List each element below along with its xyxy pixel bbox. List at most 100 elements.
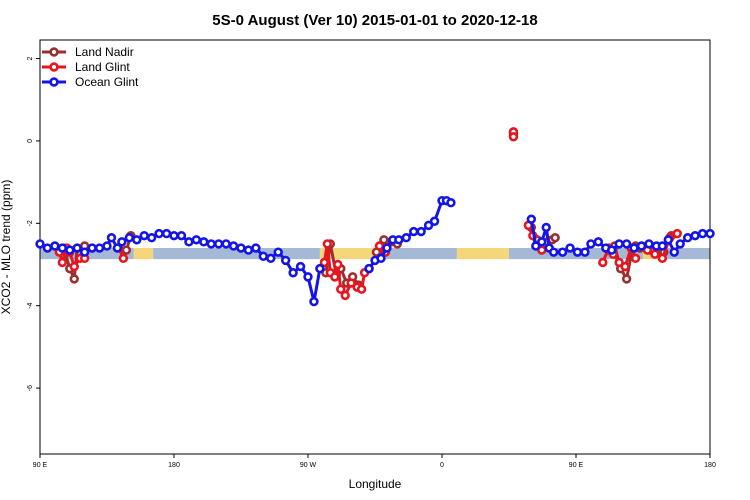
data-point (117, 237, 127, 247)
band-segment-land-5 (456, 248, 509, 260)
y-tick-label: -2 (27, 220, 34, 226)
data-point (79, 247, 90, 257)
data-point (199, 237, 209, 247)
data-point (374, 241, 385, 251)
data-point (176, 230, 187, 241)
data-point (295, 261, 306, 272)
band-segment-ocean-2 (153, 248, 320, 260)
data-point (42, 243, 53, 253)
legend-item: Land Nadir (42, 45, 134, 59)
data-point (273, 247, 283, 257)
data-point (446, 198, 456, 208)
y-axis-label: XCO2 - MLO trend (ppm) (0, 180, 13, 315)
legend-marker (49, 77, 59, 87)
data-point (682, 233, 693, 243)
data-point (541, 222, 551, 233)
series-ocean-glint (35, 195, 715, 307)
data-point (69, 274, 79, 284)
data-point (213, 239, 224, 249)
data-point (401, 233, 411, 243)
data-point (614, 239, 624, 249)
data-point (336, 284, 346, 294)
data-point (550, 233, 560, 243)
data-point (121, 245, 132, 255)
data-point (382, 243, 392, 253)
y-tick-label: -4 (27, 302, 34, 308)
data-point (537, 237, 547, 247)
data-point (35, 239, 45, 249)
data-point (548, 247, 559, 257)
data-point (146, 233, 157, 243)
data-point (376, 253, 386, 264)
data-point (636, 241, 647, 251)
legend-label: Ocean Glint (75, 75, 139, 89)
data-point (280, 255, 291, 266)
data-point (356, 284, 367, 294)
band-segment-ocean-4 (380, 248, 457, 260)
x-tick-label: 90 E (569, 462, 584, 469)
y-axis: 2 0 -2 -4 -6 (27, 56, 40, 391)
data-point (416, 226, 426, 237)
legend-label: Land Nadir (75, 45, 134, 59)
legend-marker (49, 47, 59, 57)
data-point (572, 247, 583, 257)
x-tick-label: 0 (440, 462, 444, 469)
data-point (236, 243, 246, 253)
data-point (614, 257, 624, 268)
data-point (526, 214, 537, 224)
legend-label: Land Glint (75, 60, 130, 74)
data-point (657, 253, 668, 264)
data-point (169, 230, 179, 241)
data-point (266, 253, 276, 264)
data-point (57, 257, 68, 268)
data-point (112, 243, 123, 253)
data-point (57, 243, 68, 253)
x-tick-label: 90 E (33, 462, 48, 469)
data-point (184, 237, 194, 247)
band-segment-ocean-8 (657, 248, 710, 260)
x-tick-label: 90 W (300, 462, 317, 469)
x-tick-label: 180 (168, 462, 180, 469)
data-point (132, 235, 142, 245)
legend-item: Land Glint (42, 60, 130, 74)
y-tick-label: 2 (27, 56, 34, 60)
data-point (65, 245, 75, 255)
data-point (429, 216, 440, 226)
data-point (675, 239, 685, 249)
data-point (72, 243, 82, 253)
data-point (672, 228, 682, 239)
series-layer (35, 127, 715, 307)
data-point (191, 235, 202, 245)
legend-marker (49, 62, 59, 72)
data-point (154, 228, 164, 239)
data-point (621, 239, 632, 249)
data-point (669, 247, 679, 257)
data-point (106, 233, 117, 243)
data-point (206, 239, 216, 249)
data-point (650, 249, 660, 259)
band-segment-land-1 (133, 248, 154, 260)
data-point (330, 272, 340, 282)
data-point (697, 228, 708, 239)
data-point (221, 239, 231, 249)
data-point (303, 272, 313, 282)
data-point (657, 241, 668, 251)
data-point (364, 263, 374, 274)
data-point (580, 247, 590, 257)
data-point (309, 296, 319, 307)
data-point (409, 226, 419, 237)
data-point (644, 239, 654, 249)
series-land-nadir (54, 127, 676, 290)
data-point (630, 253, 641, 264)
data-point (598, 257, 608, 268)
data-point (333, 259, 343, 270)
data-point (621, 274, 632, 284)
x-tick-label: 180 (704, 462, 716, 469)
data-point (663, 235, 674, 245)
data-point (607, 245, 617, 255)
data-point (288, 268, 298, 278)
x-axis: 90 E 180 90 W 0 90 E 180 (33, 454, 716, 469)
data-point (346, 278, 356, 288)
